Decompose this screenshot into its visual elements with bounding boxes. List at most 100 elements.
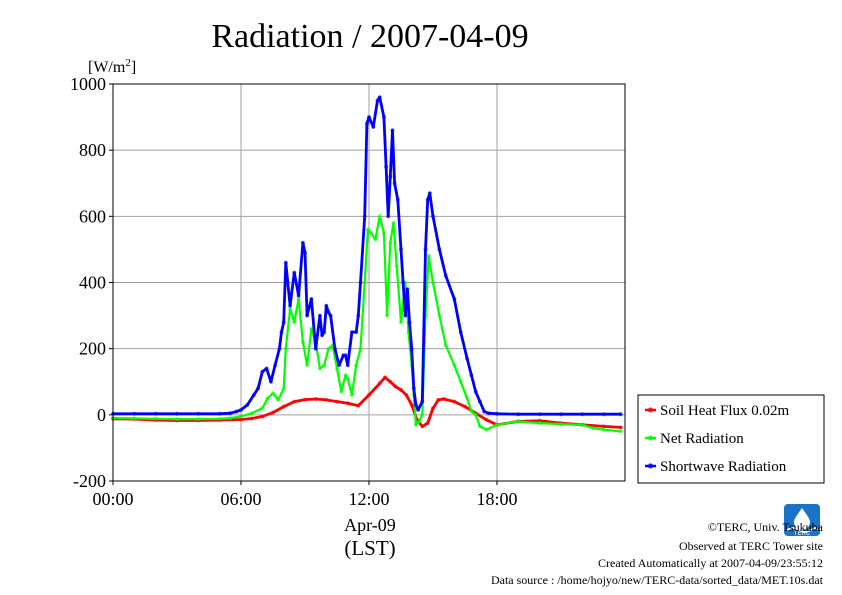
series-2-point-73: [458, 330, 463, 335]
series-2-point-17: [279, 330, 284, 335]
series-0-point-18: [366, 392, 371, 397]
series-2-point-9: [245, 402, 250, 407]
series-1-point-43: [398, 320, 403, 325]
series-2-point-12: [260, 369, 265, 374]
series-2-point-24: [302, 250, 307, 255]
series-1-point-16: [292, 320, 297, 325]
series-2-point-15: [273, 363, 278, 368]
series-2-point-72: [452, 296, 457, 301]
series-0-point-29: [430, 406, 435, 411]
series-1-point-11: [270, 391, 275, 396]
series-2-point-57: [401, 280, 406, 285]
y-tick-label-0: -200: [73, 471, 106, 491]
series-1-point-18: [300, 340, 305, 345]
series-line-0: [111, 375, 623, 429]
series-2-point-63: [413, 402, 418, 407]
series-2-point-13: [264, 366, 269, 371]
terc-logo: TERC: [784, 504, 820, 537]
y-axis-label-unit: [W/m: [88, 59, 126, 76]
series-1-point-61: [477, 424, 482, 429]
series-2-point-58: [403, 313, 408, 318]
series-1-point-23: [322, 363, 327, 368]
series-1-point-39: [385, 313, 390, 318]
series-2-point-62: [411, 386, 416, 391]
series-2-point-6: [228, 411, 233, 416]
series-2-point-3: [174, 411, 179, 416]
series-1-point-1: [132, 416, 137, 421]
y-tick-label-2: 200: [79, 339, 106, 359]
series-1-point-19: [305, 363, 310, 368]
series-0-point-7: [249, 416, 254, 421]
series-1-point-68: [591, 426, 596, 431]
series-2-point-22: [296, 293, 301, 298]
series-1-point-64: [516, 419, 521, 424]
series-2-point-77: [477, 399, 482, 404]
series-0-point-22: [393, 384, 398, 389]
series-1-point-56: [452, 363, 457, 368]
series-1-point-49: [417, 419, 422, 424]
series-2-point-40: [354, 330, 359, 335]
series-1-point-14: [283, 346, 288, 351]
series-1-point-31: [354, 363, 359, 368]
series-2-point-46: [371, 125, 376, 130]
legend-marker-0: [648, 407, 653, 413]
series-1-point-2: [153, 416, 158, 421]
series-0-point-20: [382, 375, 387, 380]
series-0-point-23: [398, 387, 403, 392]
series-1-point-27: [339, 389, 344, 394]
series-2-point-84: [580, 412, 585, 417]
series-2-point-42: [358, 280, 363, 285]
series-2-point-1: [132, 411, 137, 416]
series-2-point-37: [343, 353, 348, 358]
series-2-point-56: [398, 247, 403, 252]
series-1-point-34: [365, 227, 370, 232]
series-1-point-35: [369, 230, 374, 235]
series-2-point-83: [559, 412, 564, 417]
series-1-point-62: [484, 427, 489, 432]
series-2-point-18: [281, 320, 286, 325]
series-2-point-55: [395, 197, 400, 202]
series-2-point-27: [313, 346, 318, 351]
series-1-point-30: [349, 392, 354, 397]
series-1-point-41: [391, 220, 396, 225]
series-0-point-15: [334, 399, 339, 404]
series-0-point-31: [441, 396, 446, 401]
series-2-point-10: [251, 392, 256, 397]
terc-logo-drop-icon: [794, 508, 810, 530]
created-text: Created Automatically at 2007-04-09/23:5…: [598, 556, 823, 570]
legend-box: [637, 394, 825, 484]
y-axis-label-superscript: 2: [125, 57, 131, 69]
series-1-point-37: [377, 214, 382, 219]
series-2-point-20: [288, 303, 293, 308]
series-2-point-81: [516, 412, 521, 417]
series-0-point-25: [409, 402, 414, 407]
series-1-point-40: [388, 240, 393, 245]
x-tick-label-3: 18:00: [476, 489, 517, 509]
series-1-point-42: [394, 263, 399, 268]
series-1-point-54: [437, 313, 442, 318]
series-2-point-43: [362, 214, 367, 219]
series-1-point-59: [469, 409, 474, 414]
series-1-point-65: [537, 421, 542, 426]
series-0-point-12: [302, 397, 307, 402]
series-2-point-61: [409, 346, 414, 351]
x-tick-label-2: 12:00: [348, 489, 389, 509]
series-2-point-21: [292, 270, 297, 275]
series-1-point-9: [260, 406, 265, 411]
series-0-point-19: [377, 381, 382, 386]
legend-marker-1: [648, 435, 653, 441]
series-2-point-33: [328, 313, 333, 318]
x-axis-unit-label: (LST): [344, 536, 395, 560]
series-2-point-67: [425, 197, 430, 202]
series-0-point-30: [436, 397, 441, 402]
series-2-point-54: [392, 181, 397, 186]
series-2-point-36: [341, 353, 346, 358]
series-1-point-10: [265, 396, 270, 401]
series-2-point-70: [437, 247, 442, 252]
y-axis-label-close: ]: [131, 59, 136, 76]
series-2-point-7: [234, 409, 239, 414]
series-2-point-39: [349, 330, 354, 335]
series-0-point-17: [356, 403, 361, 408]
series-1-point-53: [430, 280, 435, 285]
